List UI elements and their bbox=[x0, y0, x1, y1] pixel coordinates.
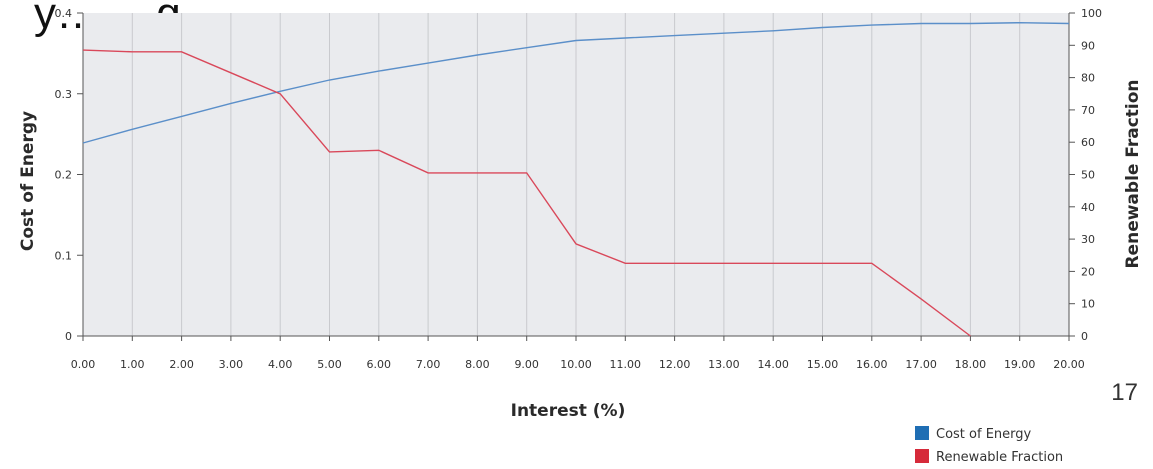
x-tick-label-17: 17.00 bbox=[905, 358, 937, 371]
legend-item-cost-of-energy: Cost of Energy bbox=[915, 426, 1032, 442]
y2-tick-label-6: 60 bbox=[1081, 136, 1095, 149]
y-tick-label-3: 0.3 bbox=[55, 88, 73, 101]
y2-tick-label-1: 10 bbox=[1081, 298, 1095, 311]
x-tick-label-1: 1.00 bbox=[120, 358, 145, 371]
x-tick-label-15: 15.00 bbox=[807, 358, 839, 371]
x-tick-label-7: 7.00 bbox=[416, 358, 441, 371]
y-axis-ticks: 0 0.1 0.2 0.3 0.4 bbox=[55, 7, 83, 343]
x-tick-label-4: 4.00 bbox=[268, 358, 293, 371]
legend: Cost of Energy Renewable Fraction bbox=[915, 426, 1063, 465]
gridlines bbox=[82, 13, 1070, 336]
slide-number: 17 bbox=[1111, 379, 1138, 406]
legend-swatch-renewable-fraction bbox=[915, 449, 929, 463]
x-tick-label-9: 9.00 bbox=[514, 358, 539, 371]
x-tick-label-10: 10.00 bbox=[560, 358, 592, 371]
x-tick-label-20: 20.00 bbox=[1053, 358, 1085, 371]
y2-tick-label-10: 100 bbox=[1081, 7, 1102, 20]
y2-tick-label-4: 40 bbox=[1081, 201, 1095, 214]
series-lines bbox=[82, 21, 1070, 337]
y2-axis-title: Renewable Fraction bbox=[1123, 79, 1143, 268]
x-tick-label-6: 6.00 bbox=[367, 358, 392, 371]
y2-tick-label-0: 0 bbox=[1081, 330, 1088, 343]
series-line-cost-of-energy bbox=[82, 21, 1070, 144]
x-axis-ticks: 0.00 1.00 2.00 3.00 4.00 5.00 6.00 7.00 8.00 9.00… bbox=[71, 336, 1085, 371]
x-tick-label-12: 12.00 bbox=[659, 358, 691, 371]
x-tick-label-3: 3.00 bbox=[219, 358, 244, 371]
x-tick-label-14: 14.00 bbox=[757, 358, 789, 371]
series-line-renewable-fraction bbox=[82, 49, 971, 337]
y2-axis-ticks: 0 10 20 30 40 50 60 70 80 90 100 bbox=[1069, 7, 1102, 343]
x-tick-label-16: 16.00 bbox=[856, 358, 888, 371]
y-tick-label-0: 0 bbox=[65, 330, 72, 343]
legend-swatch-cost-of-energy bbox=[915, 426, 929, 440]
y2-tick-label-8: 80 bbox=[1081, 72, 1095, 85]
y2-tick-label-2: 20 bbox=[1081, 265, 1095, 278]
x-tick-label-18: 18.00 bbox=[955, 358, 987, 371]
y2-tick-label-3: 30 bbox=[1081, 233, 1095, 246]
x-tick-label-8: 8.00 bbox=[465, 358, 490, 371]
x-tick-label-19: 19.00 bbox=[1004, 358, 1036, 371]
x-tick-label-11: 11.00 bbox=[610, 358, 642, 371]
x-tick-label-5: 5.00 bbox=[317, 358, 342, 371]
legend-label-renewable-fraction: Renewable Fraction bbox=[936, 450, 1063, 465]
y-tick-label-4: 0.4 bbox=[55, 7, 73, 20]
legend-item-renewable-fraction: Renewable Fraction bbox=[915, 449, 1063, 465]
y-tick-label-2: 0.2 bbox=[55, 169, 73, 182]
y2-tick-label-9: 90 bbox=[1081, 39, 1095, 52]
x-axis-title: Interest (%) bbox=[511, 401, 626, 421]
y2-tick-label-5: 50 bbox=[1081, 169, 1095, 182]
x-tick-label-2: 2.00 bbox=[169, 358, 194, 371]
y-tick-label-1: 0.1 bbox=[55, 249, 73, 262]
x-tick-label-13: 13.00 bbox=[708, 358, 740, 371]
y-axis-title: Cost of Energy bbox=[18, 111, 38, 251]
x-tick-label-0: 0.00 bbox=[71, 358, 96, 371]
legend-label-cost-of-energy: Cost of Energy bbox=[936, 427, 1032, 442]
y2-tick-label-7: 70 bbox=[1081, 104, 1095, 117]
